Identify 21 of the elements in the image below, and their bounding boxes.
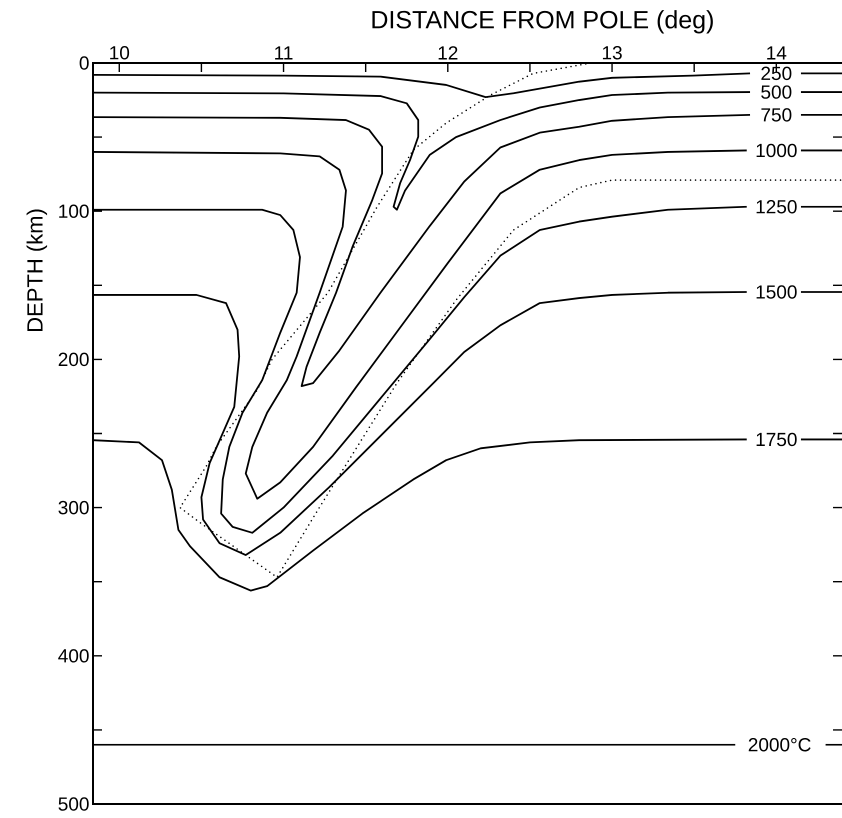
series-label: 500 bbox=[761, 85, 792, 99]
x-tick-label: 13 bbox=[602, 46, 622, 60]
x-axis-title: DISTANCE FROM POLE (deg) bbox=[372, 10, 713, 34]
legend-label: 1500 bbox=[756, 285, 797, 299]
series-label: 750 bbox=[761, 108, 792, 122]
y-tick-label: 100 bbox=[59, 204, 89, 218]
x-tick-label: 11 bbox=[275, 46, 292, 60]
y-tick-label: 200 bbox=[58, 352, 89, 366]
x-tick-label: 10 bbox=[110, 46, 130, 60]
y-tick-label: 0 bbox=[80, 56, 89, 70]
y-tick-label: 300 bbox=[58, 500, 89, 514]
series-label: 1000 bbox=[756, 144, 797, 158]
y-tick-label: 500 bbox=[58, 797, 89, 811]
y-tick-label: 400 bbox=[58, 649, 89, 663]
x-tick-label: 14 bbox=[767, 46, 786, 60]
legend-label: 1750 bbox=[756, 432, 797, 446]
series-label: 2000°C bbox=[748, 738, 811, 752]
legend-label: 1250 bbox=[756, 200, 797, 214]
x-tick-label: 12 bbox=[438, 46, 458, 60]
y-axis-title: DEPTH (km) bbox=[26, 210, 48, 332]
legend-label: 250 bbox=[761, 66, 792, 80]
